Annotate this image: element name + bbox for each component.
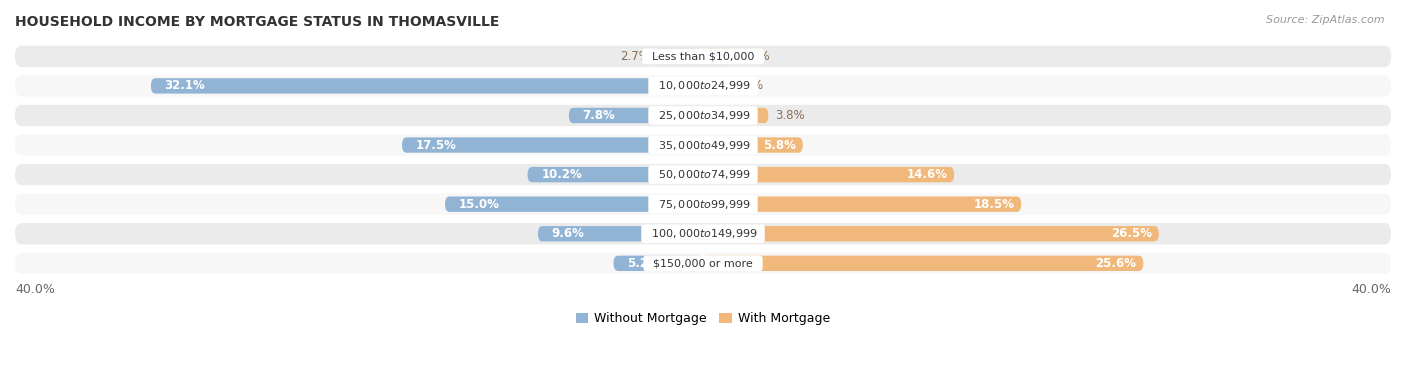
Text: 7.8%: 7.8% (582, 109, 616, 122)
FancyBboxPatch shape (527, 167, 703, 182)
FancyBboxPatch shape (15, 253, 1391, 274)
FancyBboxPatch shape (15, 105, 1391, 126)
Text: 40.0%: 40.0% (1351, 282, 1391, 296)
FancyBboxPatch shape (703, 78, 718, 94)
Text: 17.5%: 17.5% (416, 139, 457, 152)
Legend: Without Mortgage, With Mortgage: Without Mortgage, With Mortgage (571, 307, 835, 330)
Text: $75,000 to $99,999: $75,000 to $99,999 (651, 198, 755, 211)
FancyBboxPatch shape (150, 78, 703, 94)
FancyBboxPatch shape (15, 46, 1391, 67)
Text: $35,000 to $49,999: $35,000 to $49,999 (651, 139, 755, 152)
Text: 2.7%: 2.7% (620, 50, 650, 63)
Text: 5.8%: 5.8% (763, 139, 796, 152)
Text: $150,000 or more: $150,000 or more (647, 258, 759, 268)
Text: $10,000 to $24,999: $10,000 to $24,999 (651, 79, 755, 92)
Text: HOUSEHOLD INCOME BY MORTGAGE STATUS IN THOMASVILLE: HOUSEHOLD INCOME BY MORTGAGE STATUS IN T… (15, 15, 499, 29)
FancyBboxPatch shape (613, 256, 703, 271)
FancyBboxPatch shape (15, 135, 1391, 156)
FancyBboxPatch shape (703, 256, 1143, 271)
FancyBboxPatch shape (703, 197, 1021, 212)
Text: 40.0%: 40.0% (15, 282, 55, 296)
FancyBboxPatch shape (15, 194, 1391, 215)
Text: 18.5%: 18.5% (973, 198, 1014, 211)
FancyBboxPatch shape (703, 226, 1159, 242)
FancyBboxPatch shape (703, 167, 955, 182)
FancyBboxPatch shape (15, 223, 1391, 245)
FancyBboxPatch shape (569, 108, 703, 123)
Text: 10.2%: 10.2% (541, 168, 582, 181)
FancyBboxPatch shape (703, 137, 803, 153)
Text: 1.8%: 1.8% (741, 50, 770, 63)
FancyBboxPatch shape (703, 49, 734, 64)
Text: 32.1%: 32.1% (165, 79, 205, 92)
FancyBboxPatch shape (402, 137, 703, 153)
FancyBboxPatch shape (15, 75, 1391, 96)
FancyBboxPatch shape (15, 164, 1391, 185)
FancyBboxPatch shape (538, 226, 703, 242)
Text: 14.6%: 14.6% (907, 168, 948, 181)
FancyBboxPatch shape (703, 108, 768, 123)
Text: $50,000 to $74,999: $50,000 to $74,999 (651, 168, 755, 181)
Text: Source: ZipAtlas.com: Source: ZipAtlas.com (1267, 15, 1385, 25)
FancyBboxPatch shape (446, 197, 703, 212)
Text: $100,000 to $149,999: $100,000 to $149,999 (644, 227, 762, 240)
Text: $25,000 to $34,999: $25,000 to $34,999 (651, 109, 755, 122)
Text: 0.93%: 0.93% (725, 79, 763, 92)
Text: 26.5%: 26.5% (1111, 227, 1152, 240)
Text: 9.6%: 9.6% (551, 227, 585, 240)
FancyBboxPatch shape (657, 49, 703, 64)
Text: 15.0%: 15.0% (458, 198, 499, 211)
Text: 5.2%: 5.2% (627, 257, 659, 270)
Text: 3.8%: 3.8% (775, 109, 804, 122)
Text: Less than $10,000: Less than $10,000 (645, 51, 761, 61)
Text: 25.6%: 25.6% (1095, 257, 1136, 270)
